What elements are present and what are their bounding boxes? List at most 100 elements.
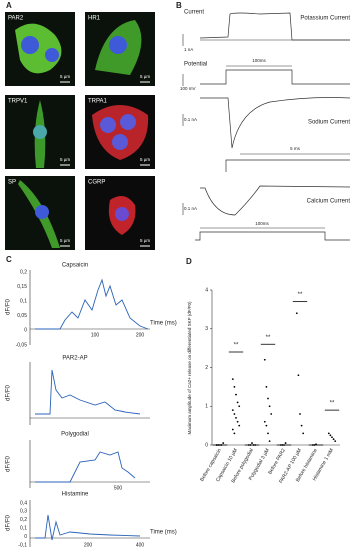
y-tick-label: 0,1 <box>20 526 27 532</box>
scale-label: 5 µm <box>140 238 150 243</box>
x-axis-label: Time (ms) <box>150 321 177 327</box>
plot-title: Polygodial <box>61 432 89 438</box>
data-point <box>222 442 225 444</box>
nucleus <box>109 36 127 54</box>
data-point <box>254 444 257 446</box>
data-point <box>302 432 305 435</box>
scale-label: 5 µm <box>60 157 70 162</box>
x-tick-label: 100 <box>91 332 100 338</box>
data-point <box>263 420 266 423</box>
scale-label: 5 µm <box>60 238 70 243</box>
image-label: CGRP <box>88 180 105 186</box>
data-point <box>235 393 237 396</box>
patch-traces <box>182 12 351 241</box>
x-tick-label: 400 <box>136 542 145 548</box>
scale-label: 5 µm <box>140 74 150 79</box>
data-point <box>215 444 218 446</box>
data-point <box>251 442 253 444</box>
image-label: HR1 <box>88 16 101 22</box>
trace-title: Sodium Current <box>308 120 350 126</box>
significance: ** <box>298 292 303 298</box>
data-point <box>217 444 220 446</box>
image-label: PAR2 <box>8 16 24 22</box>
data-point <box>249 444 252 446</box>
data-point <box>334 440 337 443</box>
data-point <box>267 432 269 435</box>
data-point <box>231 428 234 431</box>
data-point <box>220 444 223 446</box>
y-tick-label: 0,4 <box>20 500 27 506</box>
y-tick-label: 0,3 <box>20 509 27 515</box>
data-point <box>233 385 236 388</box>
data-point <box>236 401 239 404</box>
y-tick-label: -0,1 <box>18 542 27 548</box>
data-point <box>295 312 298 315</box>
image-label: TRPV1 <box>8 99 28 105</box>
y-tick-label: 0,1 <box>20 299 27 305</box>
trace-title: Potassium Current <box>300 16 350 22</box>
nucleus <box>21 36 39 54</box>
data-point <box>268 440 271 443</box>
data-point <box>315 443 317 446</box>
data-point <box>233 413 236 415</box>
y-tick-label: 0,2 <box>20 517 27 523</box>
data-point <box>279 444 282 446</box>
scale-label: 5 µm <box>60 74 70 79</box>
data-point <box>268 405 271 408</box>
significance: ** <box>330 401 335 407</box>
scale-bars <box>60 81 150 247</box>
y-axis-label: Maximum amplitude of Ca2+ release on dif… <box>187 301 192 435</box>
data-point <box>299 413 301 415</box>
data-point <box>233 432 236 435</box>
data-point <box>247 444 250 446</box>
significance: ** <box>266 335 271 341</box>
data-point <box>300 424 303 427</box>
y-axis-label: dF/F0 <box>6 385 12 401</box>
data-point <box>331 436 333 439</box>
plot-title: Histamine <box>62 492 89 498</box>
y-axis-label: dF/F0 <box>6 515 12 531</box>
scale-label: 100 mV <box>180 86 196 91</box>
y-axis-label: dF/F0 <box>6 456 12 472</box>
data-point <box>238 424 241 427</box>
micrograph-grid <box>5 12 155 250</box>
trace-label: Potential <box>184 62 207 68</box>
scale-label: 100ms <box>255 221 269 226</box>
data-point <box>332 438 335 441</box>
data-point <box>327 432 330 435</box>
nucleus <box>35 205 49 219</box>
y-tick-label: 2 <box>205 365 208 371</box>
x-tick-label: 200 <box>136 332 145 338</box>
significance: ** <box>234 343 239 349</box>
y-tick-label: 0 <box>24 328 27 334</box>
nucleus <box>45 48 59 62</box>
data-point <box>329 434 332 437</box>
y-tick-label: -0,05 <box>16 342 28 348</box>
trace-title: Calcium Current <box>307 199 351 205</box>
scale-label: 100ms <box>252 58 266 63</box>
scale-label: 5 µm <box>140 157 150 162</box>
y-tick-label: 1 <box>205 404 208 410</box>
nucleus <box>100 117 116 133</box>
plot-title: PAR2-AP <box>62 356 87 362</box>
image-label: TRPA1 <box>88 99 108 105</box>
nucleus <box>120 114 136 130</box>
data-point <box>267 397 269 400</box>
data-point <box>311 444 314 446</box>
data-point <box>252 444 255 446</box>
data-point <box>236 420 239 423</box>
panel-label: B <box>176 1 182 10</box>
panel-label: D <box>186 257 192 266</box>
nucleus <box>33 125 47 139</box>
trace-label: Current <box>184 10 204 16</box>
data-point <box>235 416 237 419</box>
nucleus <box>112 134 128 150</box>
panel-label: A <box>6 1 12 10</box>
y-tick-label: 0,05 <box>17 313 27 319</box>
data-point <box>238 405 241 408</box>
calcium-traces <box>29 270 150 547</box>
y-axis-label: dF/F0 <box>6 299 12 315</box>
x-tick-label: 500 <box>114 485 123 491</box>
y-tick-label: 3 <box>205 326 208 332</box>
